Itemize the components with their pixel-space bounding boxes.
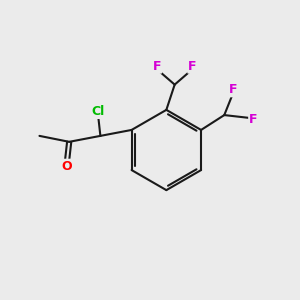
Text: F: F — [188, 60, 197, 73]
Text: F: F — [249, 113, 258, 126]
Text: F: F — [229, 83, 237, 96]
Text: Cl: Cl — [92, 105, 105, 118]
Text: F: F — [153, 60, 161, 73]
Text: O: O — [61, 160, 72, 173]
